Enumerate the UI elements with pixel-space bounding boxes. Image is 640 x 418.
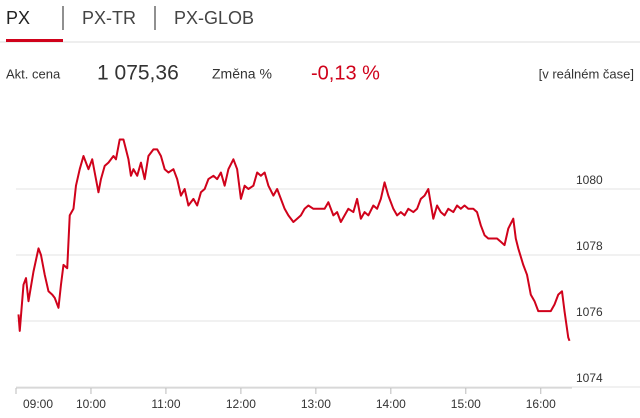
active-tab-underline xyxy=(6,39,63,42)
x-tick-label: 11:00 xyxy=(151,397,180,411)
x-tick-label: 14:00 xyxy=(376,397,406,411)
tab[interactable]: PX-GLOB xyxy=(174,8,254,28)
tab[interactable]: PX-TR xyxy=(82,8,136,28)
price-label: Akt. cena xyxy=(6,66,61,81)
tab[interactable]: PX xyxy=(6,8,30,28)
x-tick-label: 13:00 xyxy=(301,397,331,411)
x-tick-label: 16:00 xyxy=(526,397,556,411)
x-tick-label: 12:00 xyxy=(226,397,256,411)
price-line xyxy=(17,138,571,342)
y-tick-label: 1074 xyxy=(576,371,603,385)
y-tick-label: 1076 xyxy=(576,305,603,319)
price: 1 075,36 xyxy=(97,62,179,85)
change: -0,13 % xyxy=(311,62,380,84)
chart: 1074 1076 1078 1080 09:00 10:00 11:00 12:00 13:0… xyxy=(15,138,640,411)
y-tick-label: 1078 xyxy=(576,239,603,253)
x-tick-label: 15:00 xyxy=(451,397,481,411)
x-tick-label: 10:00 xyxy=(76,397,106,411)
realtime-note: [v reálném čase] xyxy=(539,66,634,81)
x-tick-label: 09:00 xyxy=(23,397,53,411)
y-tick-label: 1080 xyxy=(576,173,603,187)
change-label: Změna % xyxy=(212,66,272,82)
